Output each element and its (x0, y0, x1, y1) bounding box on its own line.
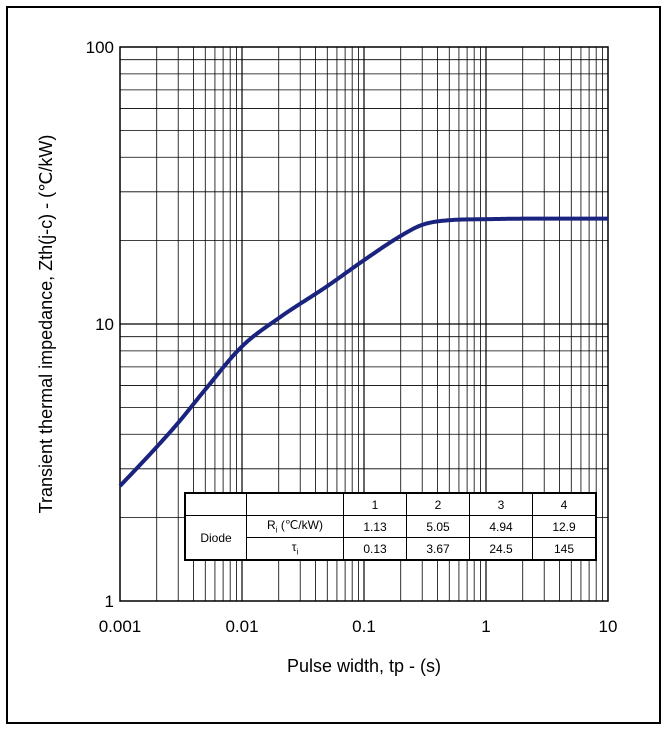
row-label-unit: (℃/kW) (277, 518, 323, 533)
table-header-cell: 4 (532, 492, 597, 516)
y-tick-label: 1 (105, 592, 114, 611)
x-axis-label: Pulse width, tp - (s) (287, 656, 441, 676)
row-label-main: R (267, 518, 276, 533)
table-cell: 0.13 (343, 537, 407, 561)
table-cell: 1.13 (343, 515, 407, 538)
plot-area (119, 46, 609, 602)
table-row-label: τi (246, 537, 344, 561)
zth-curve (118, 216, 609, 488)
table-header-row: 1 2 3 4 (184, 492, 597, 516)
y-tick-labels: 1 10 100 (86, 38, 114, 611)
x-tick-label: 10 (599, 617, 618, 636)
x-tick-label: 0.01 (225, 617, 258, 636)
x-tick-label: 0.001 (99, 617, 142, 636)
y-axis-label: Transient thermal impedance, Zth(j-c) - … (36, 135, 56, 514)
table-blank-header-cell (246, 492, 344, 516)
table-cell: 24.5 (469, 537, 533, 561)
y-tick-label: 10 (95, 315, 114, 334)
table-cell: 12.9 (532, 515, 597, 538)
row-label-main: τ (291, 540, 297, 555)
table-corner-cell (184, 492, 247, 516)
table-header-cell: 1 (343, 492, 407, 516)
table-cell: 5.05 (406, 515, 470, 538)
table-cell: 4.94 (469, 515, 533, 538)
y-tick-label: 100 (86, 38, 114, 57)
table-header-cell: 3 (469, 492, 533, 516)
row-label-subscript: i (296, 547, 299, 557)
table-row: τi 0.13 3.67 24.5 145 (185, 537, 597, 561)
table-cell: 145 (532, 537, 597, 561)
chart-frame (6, 6, 661, 724)
row-label-subscript: i (275, 525, 278, 535)
x-tick-labels: 0.001 0.01 0.1 1 10 (99, 617, 618, 636)
table-row-label: Ri (℃/kW) (246, 515, 344, 538)
table-row: Diode Ri (℃/kW) 1.13 5.05 4.94 12.9 (184, 515, 597, 561)
thermal-parameter-table: 1 2 3 4 Diode Ri (℃/kW) 1.13 5.05 4.94 1… (184, 492, 597, 561)
table-group-label: Diode (184, 515, 247, 561)
table-cell: 3.67 (406, 537, 470, 561)
table-header-cell: 2 (406, 492, 470, 516)
x-tick-label: 0.1 (352, 617, 376, 636)
x-tick-label: 1 (481, 617, 490, 636)
